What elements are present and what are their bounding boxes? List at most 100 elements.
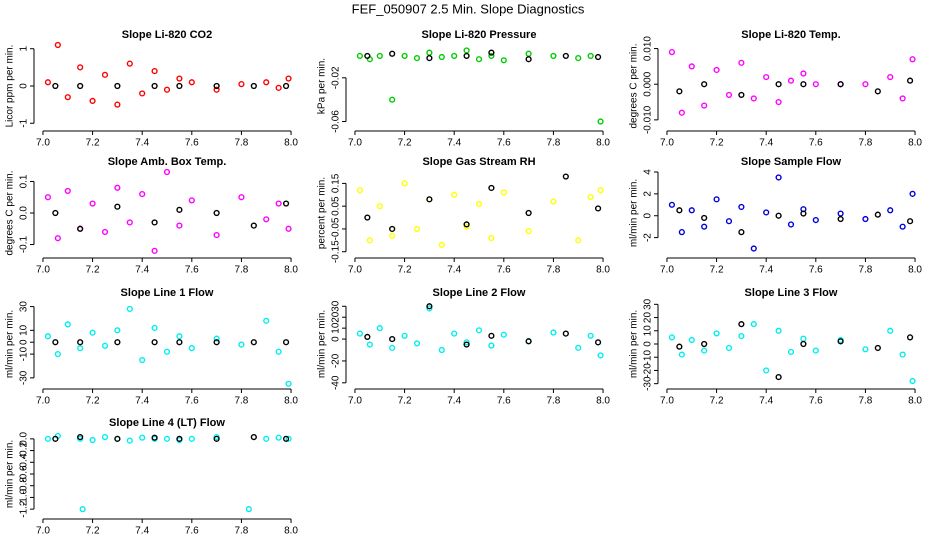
y-tick-label: -10 [643, 350, 654, 365]
point [238, 81, 245, 88]
y-tick-label: 0.0 [19, 431, 30, 445]
point [597, 352, 604, 359]
y-tick-label: 0.0 [19, 206, 30, 220]
point [139, 356, 146, 364]
point [126, 437, 133, 444]
point [587, 52, 594, 60]
point [775, 212, 782, 219]
y-tick-label: -1.2 [19, 500, 30, 518]
point [285, 75, 292, 82]
point [738, 229, 745, 236]
point [887, 327, 894, 334]
point [837, 210, 844, 217]
x-tick-label: 7.4 [135, 138, 149, 149]
x-tick-label: 7.6 [497, 265, 511, 276]
x-tick-label: 7.2 [398, 396, 412, 407]
point [89, 436, 96, 444]
x-tick-label: 8.0 [908, 396, 922, 407]
panel-title: Slope Line 1 Flow [121, 287, 214, 299]
point [676, 88, 683, 95]
y-tick-label: 10 [643, 325, 654, 337]
x-tick-label: 8.0 [596, 138, 610, 149]
panel-title: Slope Amb. Box Temp. [108, 156, 227, 168]
point [389, 232, 396, 239]
point [101, 228, 109, 236]
point [837, 338, 844, 345]
point [701, 81, 708, 88]
y-tick-label: 0 [643, 213, 654, 219]
point [188, 79, 195, 86]
point [463, 223, 470, 230]
y-axis-label: degrees C per min. [629, 43, 640, 128]
point [389, 344, 396, 351]
x-tick-label: 7.2 [86, 396, 100, 407]
point [862, 215, 869, 223]
point [413, 225, 421, 233]
point [701, 102, 708, 109]
y-tick-label: -2 [643, 233, 654, 242]
point [151, 434, 158, 441]
point [389, 225, 396, 233]
point [775, 174, 782, 181]
point [364, 214, 371, 221]
point [163, 435, 171, 442]
point [213, 86, 220, 93]
panel-title: Slope Sample Flow [741, 156, 842, 168]
point [52, 209, 59, 217]
y-tick-label: -10 [19, 346, 30, 361]
point [800, 335, 807, 342]
point [285, 380, 292, 387]
point [176, 435, 183, 442]
y-tick-label: 4 [643, 169, 654, 175]
y-tick-label: 0.1 [19, 174, 30, 188]
point [250, 339, 257, 346]
point [800, 210, 807, 217]
point [701, 223, 708, 230]
point [213, 209, 220, 217]
point [594, 205, 602, 212]
point [525, 228, 532, 235]
point [451, 330, 458, 337]
panel-title: Slope Gas Stream RH [422, 156, 535, 168]
y-axis-label: ml/min per min. [5, 310, 16, 378]
panel-title: Slope Li-820 Temp. [741, 29, 840, 41]
point [52, 339, 59, 346]
point [176, 333, 183, 340]
y-tick-label: -0.06 [331, 110, 342, 133]
point [364, 333, 371, 340]
point [463, 221, 470, 228]
point [800, 81, 807, 88]
point [77, 82, 84, 90]
x-tick-label: 7.4 [135, 396, 149, 407]
point [676, 343, 683, 350]
point [738, 203, 745, 211]
point [738, 91, 745, 99]
x-tick-label: 7.8 [858, 396, 872, 407]
point [575, 237, 582, 244]
point [587, 332, 594, 339]
y-tick-label: 20 [331, 311, 342, 323]
point [44, 79, 52, 86]
y-tick-label: 0 [331, 336, 342, 342]
point [188, 345, 195, 352]
x-tick-label: 7.0 [36, 396, 50, 407]
point [562, 173, 569, 180]
y-tick-label: 0 [19, 83, 30, 89]
x-tick-label: 7.8 [858, 265, 872, 276]
point [263, 435, 270, 442]
point [550, 329, 557, 336]
y-tick-label: 2 [643, 191, 654, 197]
point [587, 193, 594, 201]
point [701, 347, 708, 354]
point [594, 339, 602, 346]
point [738, 321, 745, 328]
point [213, 82, 220, 90]
x-tick-label: 7.0 [348, 396, 362, 407]
point [463, 52, 470, 60]
point [475, 56, 483, 63]
point [151, 247, 158, 254]
x-tick-label: 7.4 [135, 265, 149, 276]
x-tick-label: 7.2 [86, 265, 100, 276]
point [488, 49, 495, 56]
point [562, 330, 569, 337]
